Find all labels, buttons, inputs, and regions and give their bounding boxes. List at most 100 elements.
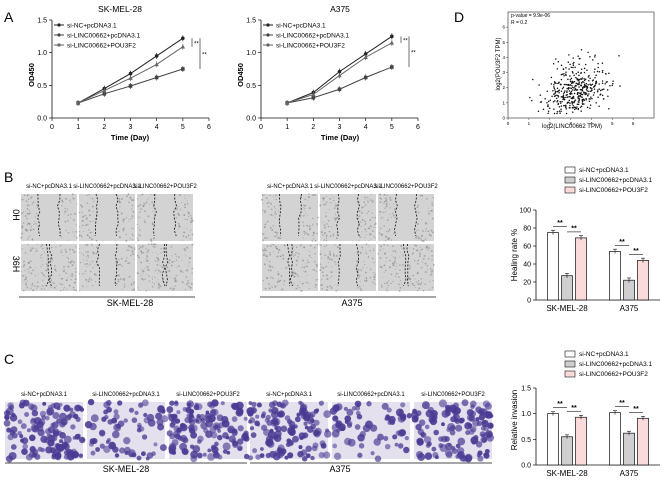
stained-cell — [384, 443, 391, 450]
legend-swatch — [564, 186, 576, 194]
cell — [314, 261, 316, 263]
cell — [368, 210, 370, 213]
image-background — [79, 244, 135, 291]
cell — [148, 203, 151, 205]
data-point — [560, 83, 562, 86]
cell — [337, 233, 339, 235]
cell — [428, 233, 431, 236]
cell — [431, 204, 434, 206]
cell — [26, 208, 29, 210]
cell — [128, 275, 131, 278]
cell — [329, 251, 331, 253]
data-point — [571, 86, 574, 88]
cell — [191, 267, 194, 270]
stained-cell — [387, 420, 392, 425]
cell — [93, 254, 95, 256]
cell — [308, 207, 311, 210]
cell — [307, 261, 310, 264]
cell — [132, 239, 134, 241]
cell — [322, 234, 324, 236]
cell — [173, 261, 175, 262]
cell — [334, 204, 337, 207]
stained-cell — [44, 415, 50, 421]
y-tick-label: 4 — [502, 55, 505, 60]
data-point — [567, 86, 570, 89]
legend-swatch — [564, 166, 576, 174]
cell — [287, 258, 289, 260]
chart-title: A375 — [330, 4, 350, 14]
data-point — [555, 58, 557, 60]
cell — [427, 223, 428, 225]
wound-edge-line — [164, 243, 169, 287]
cell — [88, 264, 90, 266]
cell — [331, 266, 332, 268]
stained-cell — [455, 443, 461, 449]
cell — [374, 237, 376, 239]
cell — [420, 238, 422, 240]
cell — [145, 248, 147, 250]
data-point — [565, 83, 567, 86]
cell — [186, 200, 188, 202]
data-point — [572, 62, 574, 65]
cell — [331, 275, 333, 277]
x-tick-label: 2 — [102, 124, 106, 131]
cell — [387, 230, 390, 233]
cell — [274, 231, 277, 234]
stained-cell — [421, 401, 430, 410]
cell — [118, 281, 120, 283]
cell — [63, 269, 65, 271]
data-point — [583, 85, 585, 88]
column-label: si-NC+pcDNA3.1 — [267, 184, 314, 190]
cell — [263, 211, 266, 214]
data-point — [568, 68, 570, 70]
cell — [283, 244, 286, 246]
cell — [294, 272, 297, 275]
cell — [91, 197, 94, 200]
stained-cell — [111, 430, 120, 439]
cell — [262, 233, 264, 235]
cell — [379, 227, 382, 229]
cell — [315, 279, 317, 281]
cell — [364, 196, 366, 198]
cell — [359, 280, 361, 282]
cell — [78, 252, 80, 254]
cell — [360, 226, 362, 228]
stained-cell — [459, 417, 465, 423]
y-tick-label: 1 — [502, 100, 505, 105]
cell — [421, 239, 424, 242]
cell — [276, 231, 278, 234]
cell — [329, 277, 331, 279]
cell — [40, 245, 42, 248]
cell — [302, 259, 304, 262]
cell — [24, 270, 26, 272]
data-point — [581, 98, 584, 101]
stained-cell — [123, 437, 131, 445]
cell — [419, 246, 421, 249]
wound-row-label-36h: 36H — [11, 256, 21, 273]
cell — [388, 280, 390, 282]
data-point — [595, 80, 598, 83]
cell — [28, 210, 30, 212]
data-point — [547, 105, 549, 108]
cell — [21, 212, 24, 215]
cell — [89, 220, 91, 222]
stained-cell — [438, 443, 444, 449]
legend-swatch — [564, 350, 576, 358]
data-point — [596, 70, 599, 73]
stained-cell — [266, 419, 273, 426]
cell — [384, 207, 386, 209]
y-tick-label: 60 — [523, 244, 531, 251]
cell — [25, 252, 27, 255]
cell — [158, 264, 160, 266]
cell — [65, 199, 67, 201]
cell — [27, 238, 29, 240]
cell — [417, 204, 419, 207]
cell — [144, 221, 147, 224]
data-point — [578, 74, 580, 76]
cell — [272, 243, 275, 246]
cell — [65, 279, 68, 282]
cell — [385, 230, 388, 233]
column-label: si-LINC00662+pcDNA3.1 — [73, 184, 141, 190]
data-point — [568, 107, 571, 109]
